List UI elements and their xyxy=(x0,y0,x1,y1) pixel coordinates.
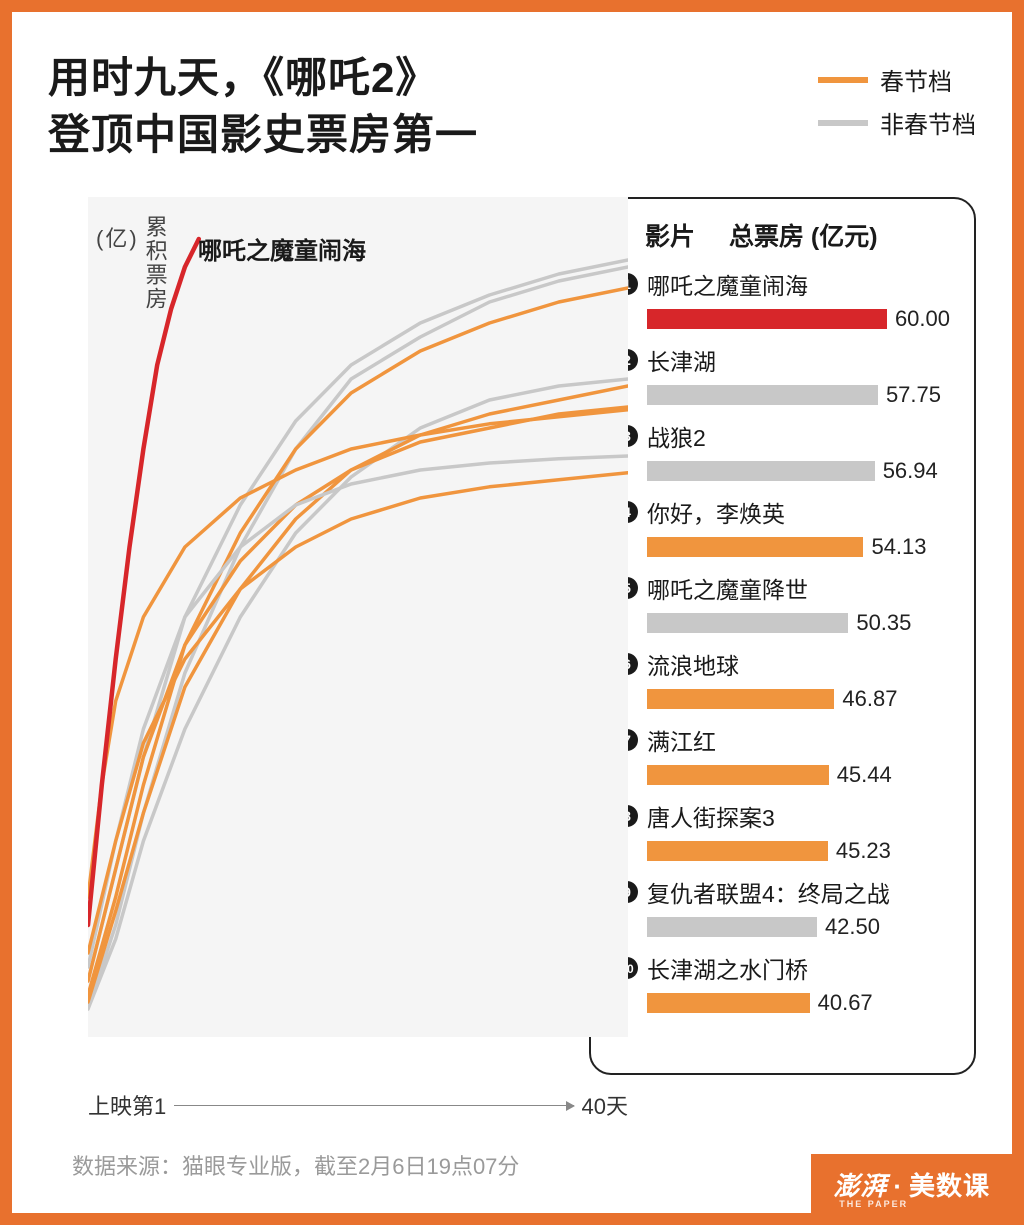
rank-movie-name: 长津湖之水门桥 xyxy=(647,951,808,985)
main-area: 0204060 累积票房 (亿) 哪吒之魔童闹海 上映第1 40天 影片 总票房… xyxy=(48,197,976,1077)
y-axis-unit: (亿) xyxy=(96,221,139,253)
rank-value: 45.44 xyxy=(837,762,892,788)
rank-item: 7满江红 45.44 xyxy=(615,723,950,788)
rank-value: 60.00 xyxy=(895,306,950,332)
main-title: 用时九天，《哪吒2》 登顶中国影史票房第一 xyxy=(48,50,478,163)
rank-item: 3战狼2 56.94 xyxy=(615,419,950,484)
rank-movie-name: 哪吒之魔童闹海 xyxy=(647,267,808,301)
rank-title-row: 5哪吒之魔童降世 xyxy=(615,571,950,605)
rank-movie-name: 复仇者联盟4：终局之战 xyxy=(647,875,890,909)
title-line-2: 登顶中国影史票房第一 xyxy=(48,107,478,164)
title-line-1: 用时九天，《哪吒2》 xyxy=(48,50,478,107)
rank-value: 45.23 xyxy=(836,838,891,864)
infographic-frame: 用时九天，《哪吒2》 登顶中国影史票房第一 春节档 非春节档 0204060 xyxy=(0,0,1024,1225)
ranking-header: 影片 总票房 (亿元) xyxy=(615,217,950,253)
rank-movie-name: 战狼2 xyxy=(647,419,706,453)
rank-bar-row: 46.87 xyxy=(615,686,950,712)
brand-sep: · xyxy=(893,1171,903,1202)
rank-bar-row: 56.94 xyxy=(615,458,950,484)
legend-swatch-nonspring xyxy=(818,120,868,126)
y-axis-title: 累积票房 (亿) xyxy=(96,215,171,311)
rank-bar xyxy=(647,993,810,1013)
rank-bar-row: 50.35 xyxy=(615,610,950,636)
rank-item: 4你好，李焕英 54.13 xyxy=(615,495,950,560)
legend-spring-label: 春节档 xyxy=(880,62,952,97)
x-axis-arrow xyxy=(174,1105,573,1106)
rank-bar-row: 42.50 xyxy=(615,914,950,940)
legend-nonspring: 非春节档 xyxy=(818,105,976,140)
rank-value: 50.35 xyxy=(856,610,911,636)
rank-bar xyxy=(647,613,848,633)
ranking-header-movie: 影片 xyxy=(645,217,695,253)
rank-value: 56.94 xyxy=(883,458,938,484)
ranking-list: 1哪吒之魔童闹海 60.00 2长津湖 57.75 3战狼2 56.94 4你好，李焕英 54… xyxy=(615,267,950,1016)
legend: 春节档 非春节档 xyxy=(818,50,976,148)
legend-nonspring-label: 非春节档 xyxy=(880,105,976,140)
brand-name-1: 澎湃 xyxy=(833,1166,887,1203)
rank-item: 9复仇者联盟4：终局之战 42.50 xyxy=(615,875,950,940)
rank-movie-name: 满江红 xyxy=(647,723,716,757)
rank-bar xyxy=(647,689,834,709)
rank-value: 40.67 xyxy=(818,990,873,1016)
y-axis-title-text: 累积票房 xyxy=(143,215,168,311)
rank-bar-row: 60.00 xyxy=(615,306,950,332)
brand-name-2: 美数课 xyxy=(909,1166,990,1203)
rank-bar-row: 54.13 xyxy=(615,534,950,560)
brand-badge: 澎湃 · 美数课 THE PAPER xyxy=(811,1154,1012,1213)
rank-title-row: 2长津湖 xyxy=(615,343,950,377)
brand-sub: THE PAPER xyxy=(839,1199,908,1209)
rank-movie-name: 唐人街探案3 xyxy=(647,799,775,833)
rank-bar xyxy=(647,461,875,481)
rank-value: 57.75 xyxy=(886,382,941,408)
rank-movie-name: 流浪地球 xyxy=(647,647,739,681)
legend-spring: 春节档 xyxy=(818,62,976,97)
rank-item: 10长津湖之水门桥 40.67 xyxy=(615,951,950,1016)
rank-value: 42.50 xyxy=(825,914,880,940)
x-axis-start-label: 上映第1 xyxy=(88,1089,166,1121)
rank-title-row: 10长津湖之水门桥 xyxy=(615,951,950,985)
rank-item: 1哪吒之魔童闹海 60.00 xyxy=(615,267,950,332)
legend-swatch-spring xyxy=(818,77,868,83)
rank-bar xyxy=(647,309,887,329)
rank-item: 6流浪地球 46.87 xyxy=(615,647,950,712)
rank-bar-row: 45.44 xyxy=(615,762,950,788)
rank-title-row: 1哪吒之魔童闹海 xyxy=(615,267,950,301)
rank-bar xyxy=(647,537,864,557)
source-text: 数据来源：猫眼专业版，截至2月6日19点07分 xyxy=(72,1149,519,1181)
rank-title-row: 9复仇者联盟4：终局之战 xyxy=(615,875,950,909)
rank-bar-row: 57.75 xyxy=(615,382,950,408)
rank-title-row: 7满江红 xyxy=(615,723,950,757)
rank-bar-row: 45.23 xyxy=(615,838,950,864)
rank-title-row: 8唐人街探案3 xyxy=(615,799,950,833)
header-row: 用时九天，《哪吒2》 登顶中国影史票房第一 春节档 非春节档 xyxy=(48,50,976,163)
rank-title-row: 4你好，李焕英 xyxy=(615,495,950,529)
x-axis-end-label: 40天 xyxy=(582,1089,628,1121)
rank-value: 54.13 xyxy=(871,534,926,560)
rank-bar xyxy=(647,917,817,937)
rank-item: 8唐人街探案3 45.23 xyxy=(615,799,950,864)
rank-bar xyxy=(647,385,878,405)
rank-bar xyxy=(647,765,829,785)
rank-movie-name: 长津湖 xyxy=(647,343,716,377)
ranking-header-revenue: 总票房 (亿元) xyxy=(729,217,878,253)
rank-movie-name: 哪吒之魔童降世 xyxy=(647,571,808,605)
ranking-panel: 影片 总票房 (亿元) 1哪吒之魔童闹海 60.00 2长津湖 57.75 3战狼2 56… xyxy=(589,197,976,1075)
rank-movie-name: 你好，李焕英 xyxy=(647,495,785,529)
rank-title-row: 3战狼2 xyxy=(615,419,950,453)
rank-value: 46.87 xyxy=(842,686,897,712)
rank-item: 5哪吒之魔童降世 50.35 xyxy=(615,571,950,636)
chart-zone: 0204060 累积票房 (亿) 哪吒之魔童闹海 上映第1 40天 xyxy=(48,197,569,1077)
rank-item: 2长津湖 57.75 xyxy=(615,343,950,408)
line-chart xyxy=(88,197,628,1037)
rank-bar xyxy=(647,841,828,861)
x-axis: 上映第1 40天 xyxy=(88,1089,628,1121)
rank-title-row: 6流浪地球 xyxy=(615,647,950,681)
rank-bar-row: 40.67 xyxy=(615,990,950,1016)
chart-annotation-nezha: 哪吒之魔童闹海 xyxy=(198,231,366,266)
